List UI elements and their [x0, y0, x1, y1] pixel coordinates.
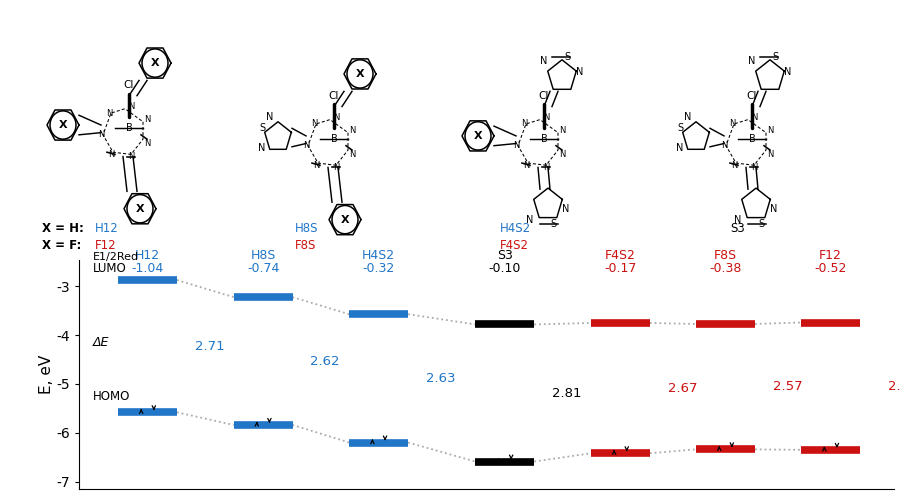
Text: E1/2Red: E1/2Red — [93, 253, 139, 263]
Text: N: N — [543, 163, 549, 172]
Text: -0.17: -0.17 — [604, 262, 636, 275]
Text: N: N — [513, 141, 519, 150]
Text: N: N — [721, 141, 727, 150]
Text: H8S: H8S — [250, 249, 275, 263]
Text: X: X — [150, 58, 159, 68]
Text: N: N — [562, 204, 570, 214]
Text: S: S — [550, 219, 556, 229]
Text: -1.04: -1.04 — [131, 262, 164, 275]
Text: N: N — [729, 119, 735, 129]
Text: S: S — [564, 51, 570, 61]
Text: ΔE: ΔE — [93, 336, 109, 349]
Text: LUMO: LUMO — [93, 262, 127, 275]
Text: H8S: H8S — [295, 222, 319, 235]
Text: Cl: Cl — [747, 91, 757, 101]
Text: 2.81: 2.81 — [552, 387, 581, 400]
Text: N: N — [676, 143, 684, 153]
Text: F4S2: F4S2 — [605, 249, 636, 263]
Text: -0.74: -0.74 — [247, 262, 279, 275]
Text: X: X — [356, 69, 364, 79]
Text: N: N — [144, 139, 150, 148]
Text: H12: H12 — [135, 249, 160, 263]
Text: 2.62: 2.62 — [310, 354, 340, 367]
Text: N: N — [751, 113, 757, 122]
Text: S: S — [758, 219, 764, 229]
Y-axis label: E, eV: E, eV — [39, 355, 54, 394]
Text: N: N — [734, 215, 742, 225]
Text: S: S — [677, 123, 683, 133]
Text: 2.63: 2.63 — [426, 372, 455, 385]
Text: N: N — [349, 126, 356, 135]
Text: N: N — [767, 150, 773, 159]
Text: N: N — [784, 67, 792, 77]
Text: -0.10: -0.10 — [489, 262, 521, 275]
Text: N: N — [751, 163, 757, 172]
Text: B: B — [126, 123, 132, 133]
Text: N: N — [559, 150, 565, 159]
Text: N: N — [258, 143, 265, 153]
Text: N: N — [559, 126, 565, 135]
Text: N: N — [313, 161, 320, 170]
Text: X: X — [136, 204, 144, 214]
Text: X = H:: X = H: — [42, 222, 84, 235]
Text: H4S2: H4S2 — [362, 249, 395, 263]
Text: N: N — [128, 102, 134, 111]
Text: S3: S3 — [730, 222, 745, 235]
Text: N: N — [106, 108, 112, 117]
Text: N: N — [731, 161, 737, 170]
Text: 2.61: 2.61 — [888, 380, 900, 393]
Text: Cl: Cl — [124, 80, 134, 90]
Text: N: N — [526, 215, 534, 225]
Text: N: N — [684, 112, 692, 122]
Text: N: N — [748, 56, 756, 66]
Text: H4S2: H4S2 — [500, 222, 531, 235]
Text: N: N — [108, 150, 114, 159]
Text: N: N — [310, 119, 317, 129]
Text: F4S2: F4S2 — [500, 239, 529, 252]
Text: N: N — [144, 115, 150, 124]
Text: N: N — [266, 112, 274, 122]
Text: -0.52: -0.52 — [814, 262, 847, 275]
Text: N: N — [333, 163, 339, 172]
Text: HOMO: HOMO — [93, 391, 130, 404]
Text: X: X — [473, 131, 482, 141]
Text: N: N — [128, 152, 134, 161]
Text: N: N — [523, 161, 529, 170]
Text: N: N — [349, 150, 356, 159]
Text: 2.67: 2.67 — [668, 382, 698, 395]
Text: B: B — [330, 134, 338, 144]
Text: -0.32: -0.32 — [363, 262, 395, 275]
Text: F8S: F8S — [714, 249, 737, 263]
Text: N: N — [302, 141, 310, 150]
Text: Cl: Cl — [328, 91, 339, 101]
Text: N: N — [576, 67, 584, 77]
Text: S3: S3 — [497, 249, 513, 263]
Text: N: N — [767, 126, 773, 135]
Text: X: X — [58, 120, 68, 130]
Text: N: N — [521, 119, 527, 129]
Text: N: N — [98, 131, 104, 139]
Text: X = F:: X = F: — [42, 239, 81, 252]
Text: N: N — [770, 204, 778, 214]
Text: -0.38: -0.38 — [709, 262, 742, 275]
Text: S: S — [772, 51, 778, 61]
Text: N: N — [333, 113, 339, 122]
Text: 2.71: 2.71 — [194, 340, 224, 353]
Text: F8S: F8S — [295, 239, 317, 252]
Text: 2.57: 2.57 — [773, 380, 803, 393]
Text: F12: F12 — [95, 239, 117, 252]
Text: H12: H12 — [95, 222, 119, 235]
Text: F12: F12 — [819, 249, 842, 263]
Text: B: B — [541, 134, 547, 144]
Text: S: S — [259, 123, 266, 133]
Text: N: N — [543, 113, 549, 122]
Text: B: B — [749, 134, 755, 144]
Text: Cl: Cl — [539, 91, 549, 101]
Text: X: X — [341, 215, 349, 225]
Text: N: N — [540, 56, 548, 66]
